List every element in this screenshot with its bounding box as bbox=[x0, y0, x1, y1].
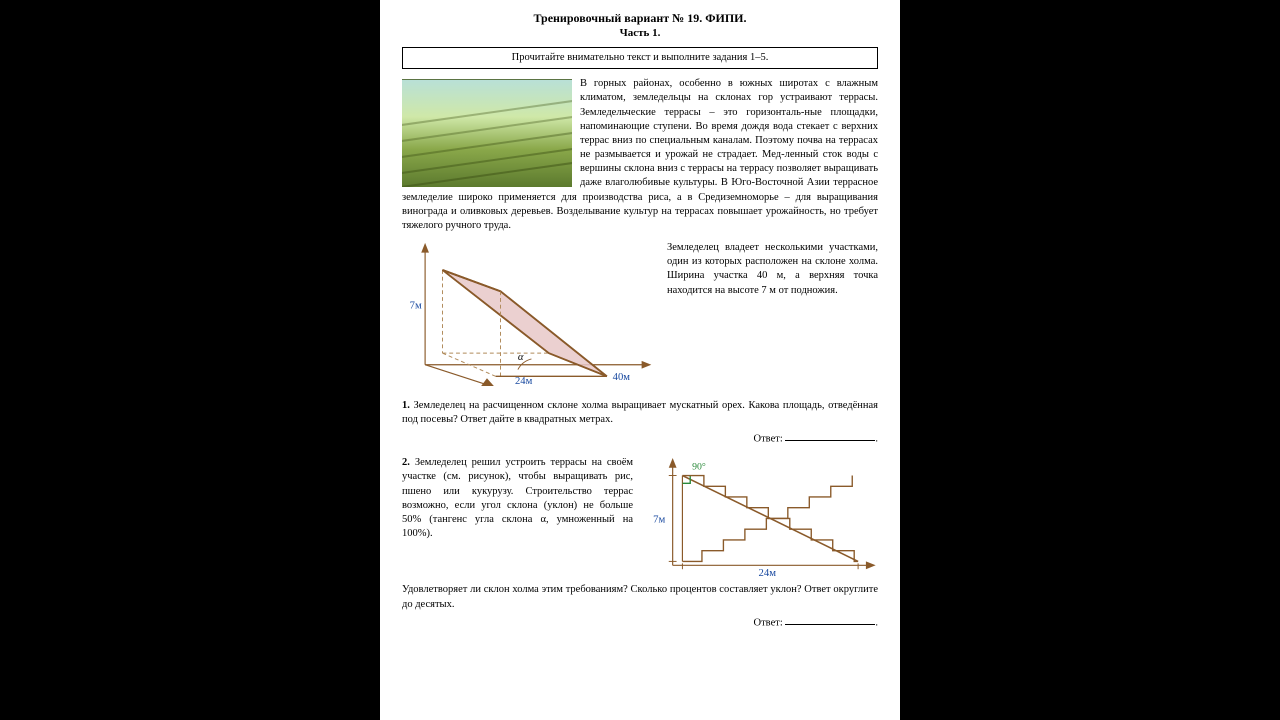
fig2-base-label: 24м bbox=[759, 567, 777, 578]
task-2-text: Земледелец решил устроить террасы на сво… bbox=[402, 457, 633, 539]
answer-label-2: Ответ: bbox=[754, 617, 783, 628]
figure1: 7м 24м 40м α bbox=[402, 241, 657, 391]
task-2-answer: Ответ: . bbox=[402, 616, 878, 631]
task-1-number: 1. bbox=[402, 400, 410, 411]
fig1-angle-label: α bbox=[518, 352, 524, 363]
page-title: Тренировочный вариант № 19. ФИПИ. bbox=[402, 10, 878, 26]
intro-paragraph: В горных районах, особенно в южных широт… bbox=[402, 77, 878, 233]
fig2-height-label: 7м bbox=[653, 514, 665, 526]
answer-blank-2 bbox=[785, 616, 875, 625]
fig1-base-label: 24м bbox=[515, 376, 533, 386]
answer-label: Ответ: bbox=[754, 433, 783, 444]
page-part: Часть 1. bbox=[402, 26, 878, 41]
answer-blank bbox=[785, 432, 875, 441]
figure1-description: Земледелец владеет несколькими участками… bbox=[667, 241, 878, 298]
fig1-depth-label: 40м bbox=[613, 372, 631, 383]
task-2-tail: Удовлетворяет ли склон холма этим требов… bbox=[402, 583, 878, 611]
instruction-box: Прочитайте внимательно текст и выполните… bbox=[402, 47, 878, 69]
figure1-row: 7м 24м 40м α Земледелец владеет нескольк… bbox=[402, 241, 878, 391]
task-2-number: 2. bbox=[402, 457, 410, 468]
task-2-row: 2. Земледелец решил устроить террасы на … bbox=[402, 456, 878, 583]
task-1-answer: Ответ: . bbox=[402, 432, 878, 447]
fig2-angle-label: 90° bbox=[692, 462, 706, 473]
task-1: 1. Земледелец на расчищенном склоне холм… bbox=[402, 399, 878, 427]
terrace-photo bbox=[402, 79, 572, 187]
fig1-height-label: 7м bbox=[410, 301, 422, 312]
task-1-text: Земледелец на расчищенном склоне холма в… bbox=[402, 400, 878, 425]
figure2: 90° 7м 24м bbox=[643, 456, 878, 583]
task-2-block: 2. Земледелец решил устроить террасы на … bbox=[402, 456, 633, 583]
document-page: Тренировочный вариант № 19. ФИПИ. Часть … bbox=[380, 0, 900, 720]
